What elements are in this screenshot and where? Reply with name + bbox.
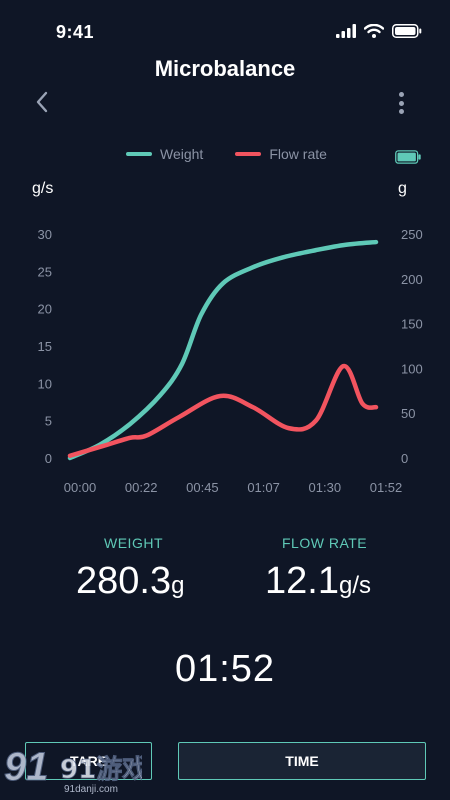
elapsed-timer: 01:52 [174, 648, 276, 690]
x-tick-label: 00:22 [125, 480, 158, 495]
y-right-tick-label: 150 [401, 317, 423, 332]
series-line-weight [67, 239, 379, 461]
weight-unit: g [171, 572, 185, 599]
x-ticks: 00:00 00:22 00:45 01:07 01:30 01:52 [64, 480, 403, 495]
back-button[interactable] [28, 88, 56, 116]
flow-rate-value: 12.1g/s [265, 560, 371, 603]
x-tick-label: 00:45 [186, 480, 219, 495]
time-button[interactable]: TIME [178, 742, 426, 780]
y-left-tick-label: 20 [38, 302, 52, 317]
status-time: 9:41 [56, 22, 95, 42]
y-right-ticks: 0 50 100 150 200 250 [401, 227, 423, 466]
y-axis-right-label: g [398, 180, 407, 197]
legend-item-weight: Weight [126, 146, 203, 162]
watermark-text: 91游戏 [60, 755, 142, 785]
y-right-tick-label: 0 [401, 451, 408, 466]
y-left-tick-label: 10 [38, 376, 52, 391]
y-left-tick-label: 0 [45, 451, 52, 466]
page-title: Microbalance [154, 56, 296, 81]
legend-swatch-weight [126, 152, 152, 156]
watermark-logo: 91 91游戏 91danji.com [4, 745, 143, 796]
more-dot-icon [398, 92, 404, 97]
more-dot-icon [398, 100, 404, 106]
weight-value: 280.3g [76, 560, 184, 603]
legend-label-weight: Weight [160, 146, 204, 162]
y-left-tick-label: 25 [38, 264, 52, 279]
flow-rate-unit: g/s [338, 572, 371, 599]
x-tick-label: 01:07 [247, 480, 280, 495]
tare-button[interactable]: TARE [25, 742, 152, 780]
more-options-button[interactable] [392, 90, 410, 116]
chart-series [67, 239, 379, 461]
series-line-flow-rate [67, 363, 379, 459]
status-icons [336, 24, 422, 38]
status-bar: 9:41 [0, 0, 450, 64]
flow-rate-number: 12.1 [265, 560, 339, 602]
chart-legend: Weight Flow rate [126, 146, 327, 162]
flow-rate-label: FLOW RATE [282, 535, 368, 551]
legend-label-flow: Flow rate [269, 146, 327, 162]
more-dot-icon [398, 109, 404, 114]
y-left-ticks: 0 5 10 15 20 25 30 [38, 227, 52, 466]
y-right-tick-label: 50 [401, 406, 415, 421]
battery-status-icon [392, 24, 422, 38]
y-right-tick-label: 200 [401, 272, 423, 287]
x-tick-label: 00:00 [64, 480, 97, 495]
signal-icon [336, 24, 356, 38]
legend-item-flow: Flow rate [235, 146, 327, 162]
wifi-icon [364, 24, 384, 38]
weight-label: WEIGHT [104, 535, 163, 551]
chevron-left-icon [36, 91, 48, 113]
x-tick-label: 01:52 [370, 480, 403, 495]
x-tick-label: 01:30 [309, 480, 342, 495]
svg-text:91: 91 [4, 745, 49, 789]
y-right-tick-label: 250 [401, 227, 423, 242]
y-right-tick-label: 100 [401, 361, 423, 376]
y-left-tick-label: 5 [45, 414, 52, 429]
legend-swatch-flow [235, 152, 262, 156]
y-left-tick-label: 30 [38, 227, 52, 242]
y-axis-left-label: g/s [32, 180, 54, 197]
watermark-url: 91danji.com [64, 784, 118, 795]
y-left-tick-label: 15 [38, 339, 52, 354]
device-battery-icon [395, 150, 421, 164]
weight-number: 280.3 [76, 560, 172, 602]
